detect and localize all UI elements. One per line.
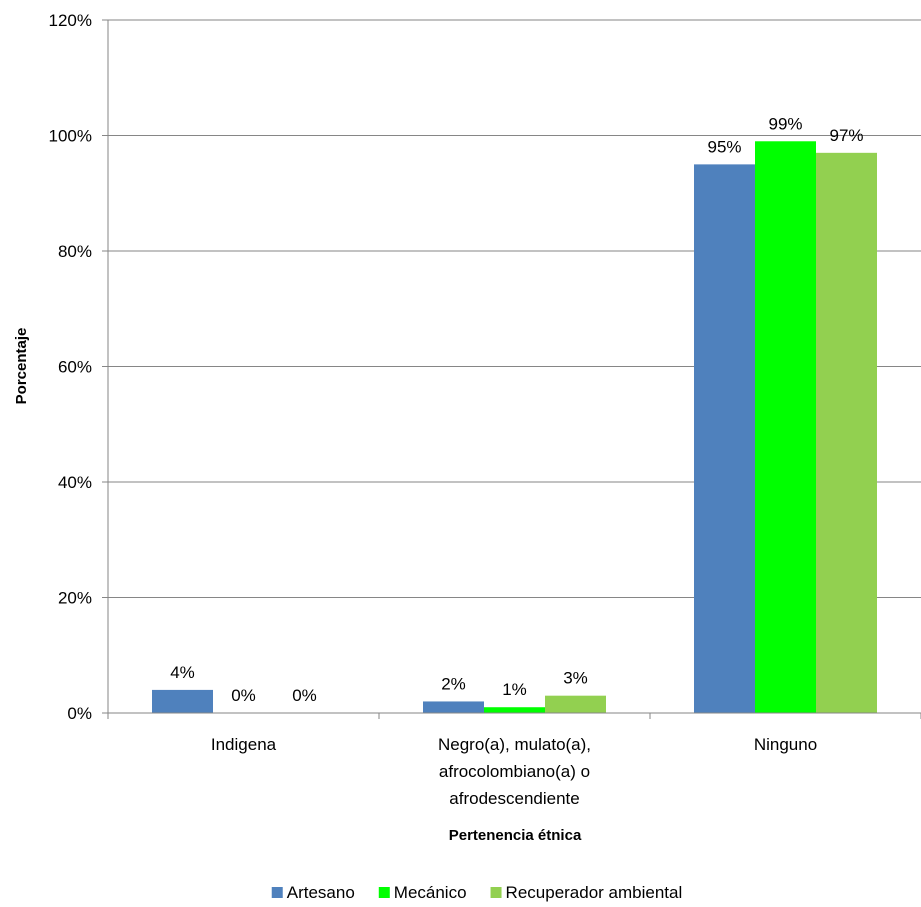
- bars: [152, 141, 877, 713]
- x-axis-title: Pertenencia étnica: [449, 827, 582, 844]
- y-axis-title: Porcentaje: [13, 328, 30, 405]
- data-label: 99%: [768, 114, 802, 133]
- data-labels: 4% 2% 95% 0% 1% 99% 0% 3% 97%: [170, 114, 863, 705]
- data-label: 1%: [502, 680, 527, 699]
- y-tick-label: 60%: [58, 358, 92, 377]
- data-label: 2%: [441, 674, 466, 693]
- data-label: 0%: [231, 686, 256, 705]
- axes: [107, 20, 921, 719]
- legend: Artesano Mecánico Recuperador ambiental: [271, 883, 683, 902]
- y-tick-label: 20%: [58, 589, 92, 608]
- data-label: 97%: [829, 126, 863, 145]
- bar: [545, 695, 606, 713]
- y-tick-label: 0%: [67, 704, 92, 723]
- legend-swatch: [271, 887, 283, 898]
- category-labels: Indigena Negro(a), mulato(a), afrocolombia…: [211, 735, 817, 808]
- y-tick-label: 40%: [58, 473, 92, 492]
- bar: [755, 141, 816, 713]
- data-label: 4%: [170, 663, 195, 682]
- bar: [423, 701, 484, 713]
- legend-swatch: [490, 887, 502, 898]
- y-tick-label: 100%: [49, 127, 92, 146]
- bar: [816, 152, 877, 713]
- category-label: Ninguno: [754, 735, 817, 754]
- y-tick-label: 80%: [58, 242, 92, 261]
- data-label: 3%: [563, 669, 588, 688]
- legend-item: Recuperador ambiental: [490, 883, 683, 902]
- legend-item: Artesano: [271, 883, 355, 902]
- data-label: 0%: [292, 686, 317, 705]
- legend-label: Artesano: [287, 883, 355, 902]
- y-tick-label: 120%: [49, 11, 92, 30]
- legend-item: Mecánico: [378, 883, 467, 902]
- legend-swatch: [378, 887, 390, 898]
- bar: [694, 164, 755, 713]
- legend-label: Mecánico: [394, 883, 467, 902]
- bar: [484, 707, 545, 713]
- y-tick-labels: 0% 20% 40% 60% 80% 100% 120%: [49, 11, 92, 723]
- data-label: 95%: [707, 137, 741, 156]
- category-label: Indigena: [211, 735, 277, 754]
- legend-label: Recuperador ambiental: [506, 883, 683, 902]
- bar: [152, 689, 213, 713]
